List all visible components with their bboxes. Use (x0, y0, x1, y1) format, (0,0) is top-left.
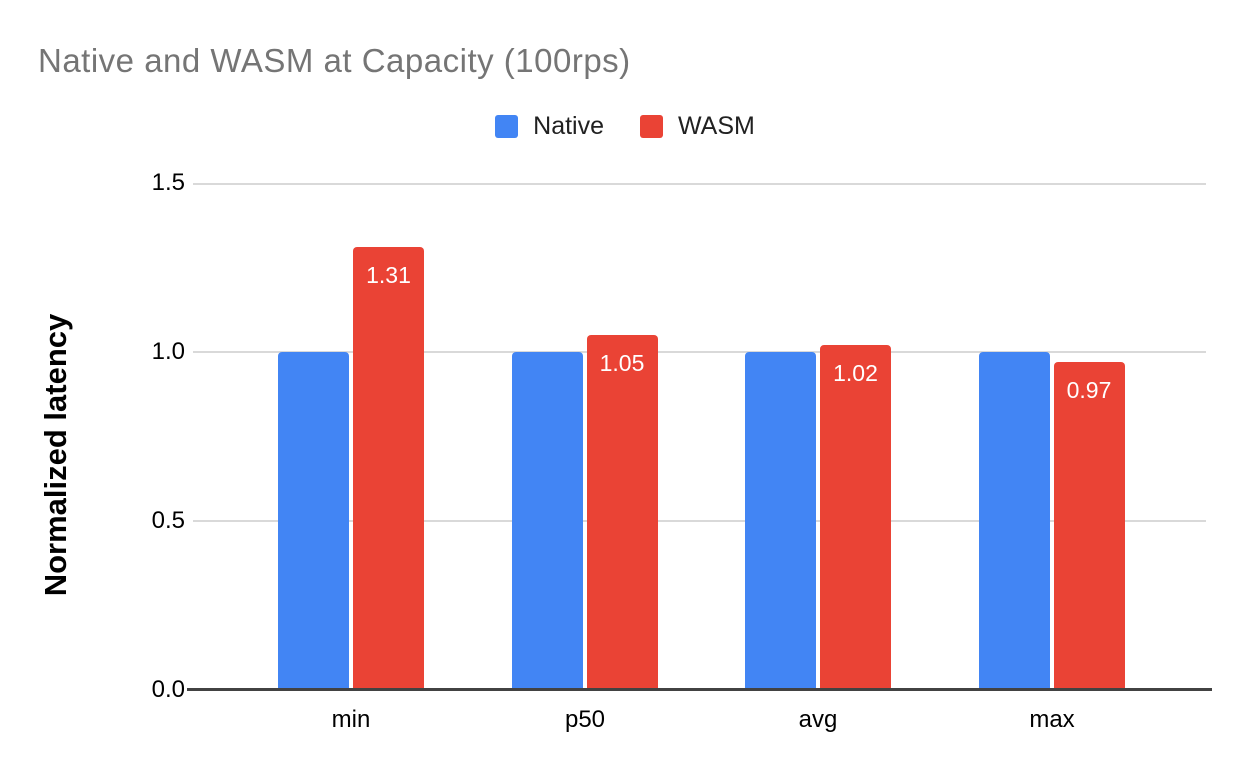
native-series-swatch-icon (495, 115, 519, 138)
bar-value-label-wasm-avg: 1.02 (833, 360, 878, 386)
y-tick-0-5: 0.5 (151, 507, 185, 534)
x-tick-max: max (1029, 706, 1075, 733)
y-tick-0-0: 0.0 (151, 676, 185, 703)
bar-wasm-avg: 1.02 (820, 345, 891, 690)
bar-native-min (278, 352, 349, 690)
bar-value-label-wasm-p50: 1.05 (599, 350, 645, 376)
legend: Native WASM (0, 112, 1250, 141)
plot-area: 1.31 1.05 1.02 0.97 (187, 183, 1212, 691)
bar-native-p50 (511, 352, 583, 690)
legend-label-native: Native (533, 112, 605, 140)
gridline-1-0 (193, 351, 1206, 353)
bar-wasm-max: 0.97 (1053, 362, 1125, 690)
bar-wasm-min: 1.31 (353, 247, 424, 690)
x-tick-min: min (331, 706, 371, 733)
bar-native-avg (745, 352, 816, 690)
x-axis-line (187, 688, 1212, 691)
x-tick-avg: avg (798, 706, 838, 733)
y-axis-title: Normalized latency (38, 313, 73, 597)
y-tick-1-5: 1.5 (151, 169, 185, 196)
wasm-series-swatch-icon (640, 115, 664, 138)
bar-value-label-wasm-min: 1.31 (366, 262, 411, 288)
chart-title: Native and WASM at Capacity (100rps) (38, 42, 631, 79)
y-tick-1-0: 1.0 (151, 338, 185, 365)
bar-wasm-p50: 1.05 (586, 335, 658, 690)
x-tick-p50: p50 (564, 706, 606, 733)
gridline-0-5 (193, 520, 1206, 522)
gridline-1-5 (193, 183, 1206, 185)
legend-label-wasm: WASM (678, 112, 755, 140)
legend-item-wasm: WASM (640, 112, 755, 141)
bar-value-label-wasm-max: 0.97 (1066, 377, 1112, 403)
bar-native-max (978, 352, 1050, 690)
legend-item-native: Native (495, 112, 604, 141)
